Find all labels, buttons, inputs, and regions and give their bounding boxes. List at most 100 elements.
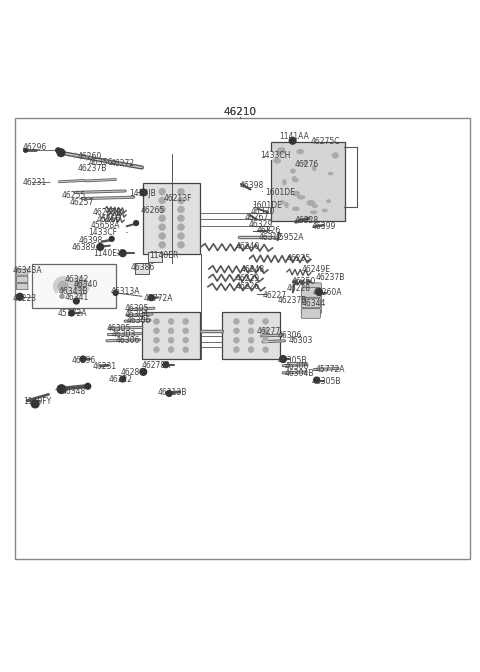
Circle shape [57,292,67,301]
Circle shape [248,319,254,325]
Text: 46249E: 46249E [301,265,330,274]
Text: 46326: 46326 [257,226,281,235]
Ellipse shape [293,192,300,196]
Text: 46210: 46210 [224,107,256,117]
Circle shape [248,328,254,334]
Text: 46296: 46296 [72,356,96,365]
Ellipse shape [293,179,298,181]
Circle shape [178,224,184,230]
Circle shape [248,337,254,343]
FancyBboxPatch shape [16,269,28,276]
Text: 46348: 46348 [62,386,86,396]
FancyBboxPatch shape [16,284,28,290]
Circle shape [183,337,189,343]
Circle shape [263,347,268,353]
Circle shape [264,188,269,194]
Text: 45772A: 45772A [57,310,87,319]
Circle shape [314,377,320,383]
FancyBboxPatch shape [302,294,322,303]
FancyBboxPatch shape [302,283,322,292]
Circle shape [134,220,139,225]
Text: 46398: 46398 [240,181,264,190]
Ellipse shape [333,153,338,158]
Circle shape [234,347,240,353]
Text: 46389: 46389 [72,243,96,252]
Text: 1141AA: 1141AA [279,132,309,141]
Ellipse shape [277,149,285,154]
Text: 46275C: 46275C [311,137,340,146]
Ellipse shape [278,148,285,151]
Bar [32,264,116,308]
FancyBboxPatch shape [16,276,28,282]
Circle shape [178,188,184,195]
Ellipse shape [298,196,304,199]
Text: 46356: 46356 [88,158,113,167]
Circle shape [120,250,126,257]
Text: 46343B: 46343B [58,286,88,296]
Text: 46237B: 46237B [277,296,307,305]
Circle shape [234,337,240,343]
Text: 46343A: 46343A [12,266,42,275]
Circle shape [149,295,155,300]
Circle shape [159,224,166,230]
Text: 46277: 46277 [257,327,281,336]
Circle shape [16,294,23,300]
Circle shape [120,376,126,382]
Text: 1140FY: 1140FY [24,396,52,406]
Circle shape [178,197,184,204]
Circle shape [140,368,147,375]
Text: 46340: 46340 [73,280,98,289]
Text: 46260A: 46260A [313,288,342,297]
Text: 46237B: 46237B [316,273,345,282]
Text: 46306: 46306 [285,362,309,371]
Circle shape [168,347,174,353]
Circle shape [51,179,58,185]
FancyBboxPatch shape [144,183,200,253]
Text: 46306: 46306 [127,317,151,325]
Text: 46267: 46267 [245,213,269,222]
Ellipse shape [328,173,333,175]
Text: 46398: 46398 [78,237,102,245]
Text: 46255: 46255 [62,192,86,200]
Text: 46213F: 46213F [163,194,192,203]
Circle shape [140,189,147,196]
FancyBboxPatch shape [222,312,280,359]
Text: 46265: 46265 [141,206,165,215]
Circle shape [80,356,86,362]
Text: 46305: 46305 [107,324,132,333]
Circle shape [168,328,174,334]
Circle shape [57,149,65,157]
Ellipse shape [292,177,296,181]
Text: 46313B: 46313B [157,388,187,397]
Text: 46278A: 46278A [142,361,171,370]
FancyBboxPatch shape [301,308,321,319]
Circle shape [128,228,134,235]
Ellipse shape [307,201,314,205]
Circle shape [183,328,189,334]
Text: 46276: 46276 [295,160,319,169]
Ellipse shape [323,209,327,212]
Text: 46303: 46303 [112,330,136,339]
Circle shape [74,281,85,292]
Text: 46235: 46235 [287,255,311,263]
Circle shape [289,137,296,144]
Circle shape [168,337,174,343]
Circle shape [154,328,159,334]
Circle shape [24,149,27,153]
Circle shape [183,347,189,353]
Text: 1140EX: 1140EX [93,249,122,258]
Ellipse shape [293,207,299,210]
Text: 46280: 46280 [120,368,144,378]
Circle shape [154,347,159,353]
Text: 1601DE: 1601DE [265,188,295,197]
Text: 46210: 46210 [224,107,256,117]
Bar [148,252,162,262]
Text: 46305: 46305 [124,304,148,313]
Text: 46386: 46386 [131,263,155,272]
Text: 46272: 46272 [111,159,135,168]
Circle shape [163,362,168,368]
Circle shape [159,215,166,222]
Text: 46306: 46306 [116,336,140,345]
FancyBboxPatch shape [301,298,321,308]
Bar [135,263,149,274]
